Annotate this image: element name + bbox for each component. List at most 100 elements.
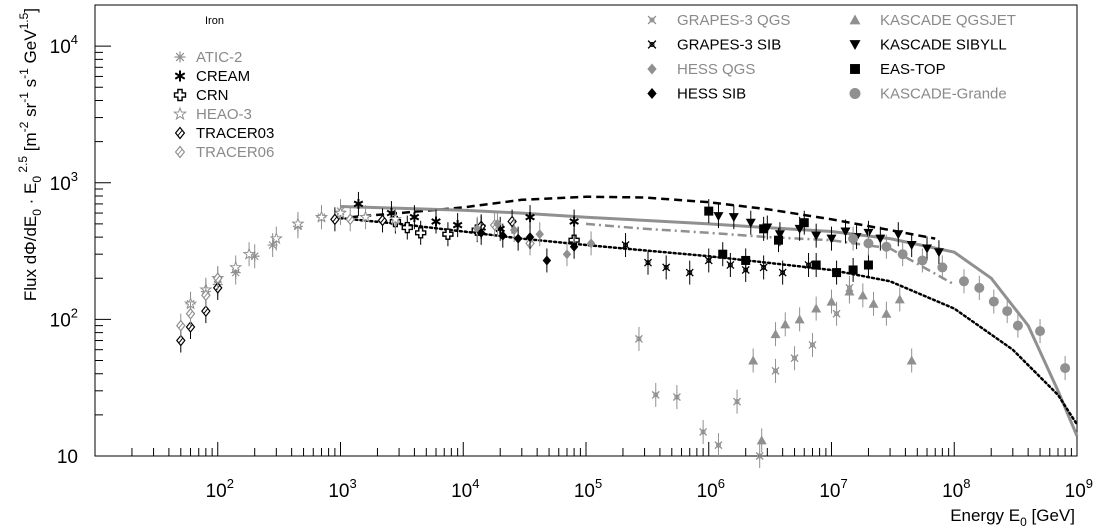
marker-diamond — [586, 238, 596, 249]
marker-circle — [974, 282, 985, 293]
marker-diamond — [542, 255, 552, 266]
y-tick-label: 102 — [50, 305, 78, 331]
x-tick-label: 106 — [697, 476, 725, 502]
marker-xstar — [780, 270, 786, 276]
marker-square — [704, 206, 714, 216]
marker-square — [773, 235, 783, 245]
data-points — [176, 191, 1071, 468]
x-tick-label: 102 — [206, 476, 234, 502]
marker-circle — [958, 276, 969, 287]
marker-circle — [1002, 306, 1013, 317]
legend-label: HESS QGS — [677, 61, 755, 78]
marker-xstar — [653, 392, 659, 398]
marker-xstar — [778, 268, 787, 277]
marker-triangle-up — [811, 303, 822, 313]
marker-asterisk — [268, 241, 277, 250]
marker-triangle-up — [857, 290, 868, 300]
marker-xstar — [733, 397, 742, 406]
legend-label: GRAPES-3 SIB — [677, 37, 781, 54]
marker-triangle-down — [811, 231, 822, 241]
marker-snowflake — [356, 202, 361, 206]
marker-diamond — [509, 225, 519, 236]
marker-xstar — [649, 17, 655, 23]
legend-label: KASCADE-Grande — [880, 86, 1007, 103]
marker-triangle-down — [826, 234, 837, 244]
marker-snowflake — [572, 219, 576, 224]
marker-square — [832, 268, 842, 278]
y-tick-label: 103 — [50, 169, 78, 195]
marker-xstar — [685, 268, 694, 277]
marker-xstar — [623, 242, 629, 248]
marker-xstar — [832, 309, 841, 318]
x-tick-label: 109 — [1065, 476, 1093, 502]
marker-xstar — [687, 270, 693, 276]
marker-xstar — [809, 342, 815, 348]
marker-square — [811, 260, 821, 270]
marker-triangle-up — [748, 355, 759, 365]
marker-xstar — [715, 442, 721, 448]
marker-circle — [1060, 363, 1071, 374]
marker-xstar — [806, 262, 812, 268]
marker-circle — [848, 233, 859, 244]
marker-diamond-open — [332, 216, 338, 223]
marker-xstar — [699, 427, 708, 436]
marker-triangle-down — [893, 230, 904, 240]
marker-xstar — [757, 453, 763, 459]
y-tick-label: 10 — [57, 447, 78, 468]
marker-diamond-open — [178, 322, 184, 329]
marker-circle — [937, 262, 948, 273]
marker-square — [759, 224, 769, 234]
marker-xstar — [761, 264, 767, 270]
marker-diamond — [513, 233, 523, 244]
marker-triangle-up — [881, 308, 892, 318]
marker-triangle-up — [868, 298, 879, 308]
marker-star-open — [242, 247, 256, 260]
marker-diamond — [525, 232, 535, 243]
marker-diamond-open — [380, 217, 385, 224]
marker-snowflake — [389, 211, 394, 215]
x-tick-label: 105 — [574, 476, 602, 502]
model-line-solid — [340, 205, 1079, 437]
legend-label: HESS SIB — [677, 86, 746, 103]
marker-triangle-down — [875, 234, 886, 244]
marker-diamond-open — [215, 275, 221, 282]
axis-ticks — [94, 4, 1072, 457]
marker-triangle-down — [849, 40, 861, 50]
marker-diamond-open — [177, 148, 183, 156]
marker-xstar — [834, 311, 840, 317]
marker-square — [848, 265, 858, 275]
marker-square — [863, 260, 873, 270]
marker-star-open — [333, 206, 348, 219]
marker-circle — [849, 88, 861, 99]
marker-triangle-down — [840, 227, 851, 237]
marker-circle — [863, 238, 874, 249]
marker-square — [741, 255, 751, 265]
marker-triangle-up — [894, 294, 905, 304]
marker-xstar — [704, 256, 713, 265]
marker-diamond — [535, 229, 545, 240]
marker-triangle-down — [774, 230, 785, 240]
marker-diamond — [569, 241, 579, 252]
legend-label: EAS-TOP — [880, 61, 946, 78]
marker-square — [799, 218, 809, 228]
marker-xstar — [636, 336, 642, 342]
marker-cross-open — [401, 221, 413, 234]
marker-circle — [881, 241, 892, 252]
marker-xstar — [647, 15, 657, 25]
legend-label: KASCADE SIBYLL — [880, 37, 1007, 54]
x-tick-label: 108 — [942, 476, 970, 502]
x-axis-label: Energy E0 [GeV] — [950, 506, 1075, 529]
marker-xstar — [771, 366, 780, 375]
marker-diamond-open — [509, 218, 515, 225]
legend-label: TRACER03 — [196, 125, 274, 142]
marker-triangle-up — [780, 319, 791, 329]
marker-xstar — [726, 261, 735, 270]
marker-xstar — [644, 258, 653, 267]
legend: ATIC-2 CREAM CRN HEAO-3 TRACER03 TRACER06 GRAP… — [172, 12, 1016, 161]
marker-snowflake — [528, 215, 532, 219]
legend-label: GRAPES-3 QGS — [677, 12, 790, 29]
marker-circle — [1012, 320, 1023, 331]
marker-diamond — [647, 88, 657, 99]
marker-square — [850, 64, 860, 74]
marker-diamond-open — [178, 337, 184, 344]
